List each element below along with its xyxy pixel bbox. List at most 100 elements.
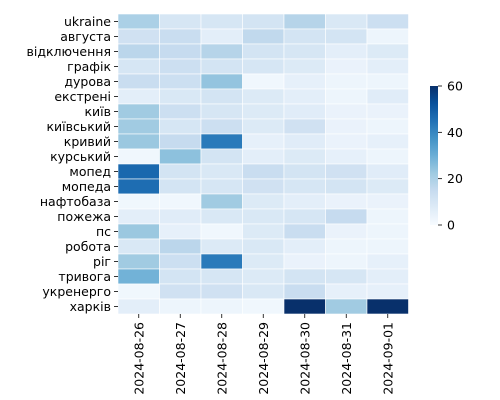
- heatmap-cell: [325, 193, 368, 210]
- heatmap-cell: [283, 88, 326, 105]
- heatmap-cell: [325, 13, 368, 30]
- heatmap-cell: [283, 13, 326, 30]
- heatmap-cell: [200, 163, 243, 180]
- heatmap-cell: [242, 208, 285, 225]
- y-tick-label: київський: [46, 119, 111, 134]
- heatmap-cell: [325, 268, 368, 285]
- heatmap-cell: [325, 88, 368, 105]
- heatmap-cell: [366, 253, 409, 270]
- heatmap-cell: [283, 178, 326, 195]
- y-tick-label: мопед: [69, 164, 111, 179]
- heatmap-cell: [117, 208, 160, 225]
- heatmap-cell: [325, 73, 368, 90]
- heatmap-cell: [200, 193, 243, 210]
- heatmap-cell: [366, 193, 409, 210]
- heatmap-cell: [117, 73, 160, 90]
- heatmap-cell: [200, 238, 243, 255]
- heatmap-cell: [242, 223, 285, 240]
- heatmap-cell: [242, 118, 285, 135]
- heatmap-cell: [242, 268, 285, 285]
- heatmap-cell: [159, 283, 202, 300]
- x-tick-label: 2024-08-26: [131, 322, 146, 395]
- y-tick-label: ріг: [93, 254, 111, 269]
- heatmap-cell: [117, 163, 160, 180]
- heatmap-cell: [283, 268, 326, 285]
- x-tick-label: 2024-08-27: [173, 322, 188, 395]
- heatmap-cell: [325, 223, 368, 240]
- heatmap-cell: [283, 253, 326, 270]
- heatmap-cell: [325, 208, 368, 225]
- heatmap-cell: [117, 103, 160, 120]
- y-tick-label: графік: [67, 59, 111, 74]
- y-tick-label: укренерго: [42, 284, 111, 299]
- heatmap-cell: [242, 163, 285, 180]
- heatmap-cell: [200, 43, 243, 60]
- heatmap-cell: [159, 238, 202, 255]
- heatmap-cell: [159, 58, 202, 75]
- heatmap-cell: [159, 223, 202, 240]
- heatmap-cell: [159, 103, 202, 120]
- heatmap-cell: [200, 298, 243, 315]
- x-tick-label: 2024-08-31: [339, 322, 354, 395]
- y-tick-label: пожежа: [57, 209, 111, 224]
- y-tick-label: курський: [50, 149, 111, 164]
- heatmap-cell: [200, 28, 243, 45]
- colorbar: 0 20 40 60: [430, 79, 463, 233]
- y-tick-label: дурова: [64, 74, 111, 89]
- heatmap-cell: [117, 148, 160, 165]
- heatmap-cell: [242, 43, 285, 60]
- heatmap-cell: [200, 223, 243, 240]
- heatmap-cell: [242, 283, 285, 300]
- heatmap-cell: [159, 73, 202, 90]
- heatmap-cell: [117, 118, 160, 135]
- x-tick-label: 2024-09-01: [380, 322, 395, 395]
- heatmap-cell: [325, 298, 368, 315]
- heatmap-cell: [159, 193, 202, 210]
- heatmap-cell: [283, 43, 326, 60]
- heatmap-cell: [117, 88, 160, 105]
- heatmap-cell: [200, 178, 243, 195]
- heatmap-cell: [325, 148, 368, 165]
- heatmap-cell: [242, 103, 285, 120]
- heatmap-cell: [366, 88, 409, 105]
- heatmap-cell: [283, 148, 326, 165]
- heatmap-cell: [242, 193, 285, 210]
- heatmap-cell: [325, 178, 368, 195]
- heatmap-cell: [200, 58, 243, 75]
- y-tick-label: харків: [70, 299, 111, 314]
- heatmap-cell: [242, 238, 285, 255]
- heatmap-cell: [117, 283, 160, 300]
- y-tick-label: тривога: [58, 269, 111, 284]
- heatmap-cell: [200, 88, 243, 105]
- heatmap-cell: [366, 103, 409, 120]
- heatmap-cell: [325, 163, 368, 180]
- heatmap-cell: [159, 178, 202, 195]
- colorbar-tick-label: 20: [447, 171, 463, 186]
- heatmap-cells: [117, 13, 409, 315]
- heatmap-cell: [242, 88, 285, 105]
- heatmap-cell: [366, 238, 409, 255]
- heatmap-cell: [117, 133, 160, 150]
- x-tick-label: 2024-08-29: [256, 322, 271, 395]
- heatmap-cell: [325, 253, 368, 270]
- heatmap-cell: [117, 298, 160, 315]
- heatmap-cell: [283, 118, 326, 135]
- colorbar-tick-label: 0: [447, 218, 455, 233]
- heatmap-cell: [366, 283, 409, 300]
- heatmap-cell: [117, 43, 160, 60]
- heatmap-cell: [200, 118, 243, 135]
- heatmap-cell: [366, 208, 409, 225]
- y-tick-label: августа: [60, 29, 111, 44]
- heatmap-cell: [159, 88, 202, 105]
- heatmap-cell: [242, 178, 285, 195]
- heatmap-cell: [117, 13, 160, 30]
- y-tick-label: нафтобаза: [40, 194, 111, 209]
- heatmap-cell: [325, 28, 368, 45]
- heatmap-cell: [200, 283, 243, 300]
- y-tick-label: відключення: [27, 44, 112, 59]
- heatmap-cell: [200, 73, 243, 90]
- heatmap-cell: [325, 283, 368, 300]
- heatmap-cell: [242, 148, 285, 165]
- heatmap-cell: [159, 133, 202, 150]
- heatmap-cell: [366, 58, 409, 75]
